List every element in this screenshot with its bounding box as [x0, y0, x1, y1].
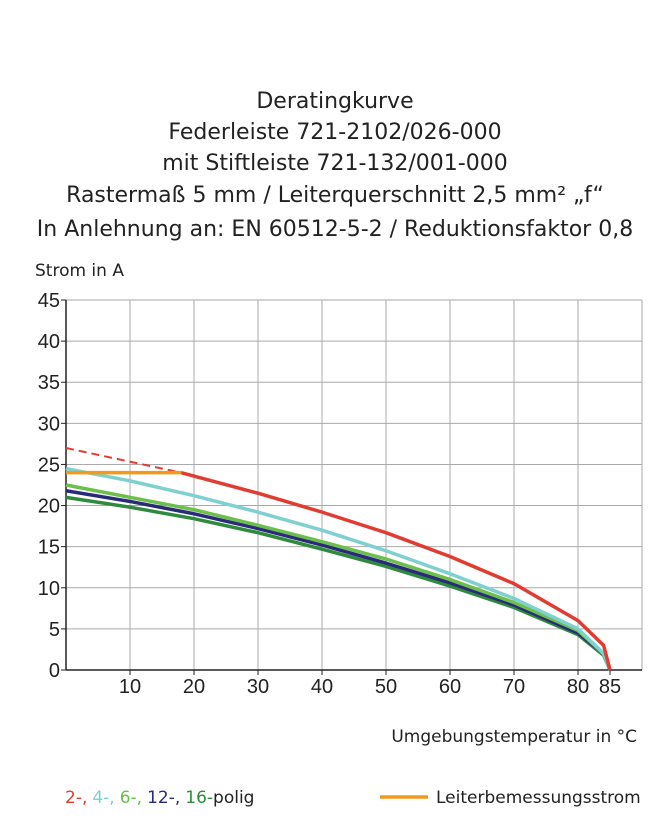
legend-entry: 16- [185, 788, 213, 808]
x-tick-label: 40 [311, 676, 333, 698]
series-line [180, 470, 612, 671]
legend-entry: 6-, [120, 788, 142, 808]
x-tick-label: 85 [599, 676, 621, 698]
y-tick-label: 5 [49, 619, 60, 641]
y-tick-label: 25 [38, 454, 60, 476]
series-line [65, 483, 612, 671]
legend: 2-, 4-, 6-, 12-, 16-polig [65, 788, 254, 808]
title-line: In Anlehnung an: EN 60512-5-2 / Reduktio… [37, 217, 633, 242]
x-tick-label: 30 [247, 676, 269, 698]
legend-entry: 12-, [147, 788, 180, 808]
y-tick-label: 40 [38, 331, 60, 353]
y-axis-label: Strom in A [35, 261, 124, 281]
title-line: mit Stiftleiste 721-132/001-000 [162, 151, 507, 176]
x-tick-label: 70 [503, 676, 525, 698]
title-line: Rastermaß 5 mm / Leiterquerschnitt 2,5 m… [66, 183, 604, 208]
legend-entry: 4-, [92, 788, 114, 808]
series-line [65, 466, 612, 671]
title-line: Federleiste 721-2102/026-000 [168, 120, 501, 145]
y-tick-label: 0 [49, 660, 60, 682]
title-line: Deratingkurve [256, 89, 413, 114]
y-tick-label: 35 [38, 372, 60, 394]
series-line [65, 495, 612, 671]
y-tick-label: 10 [38, 578, 60, 600]
y-tick-label: 20 [38, 496, 60, 518]
x-tick-label: 50 [375, 676, 397, 698]
legend-entry: 2-, [65, 788, 87, 808]
legend-entry: Leiterbemessungsstrom [436, 788, 641, 808]
y-tick-label: 45 [38, 290, 60, 312]
extrapolation-line [65, 447, 182, 474]
legend-suffix: polig [213, 788, 254, 808]
x-axis-label: Umgebungstemperatur in °C [391, 727, 637, 747]
y-tick-label: 30 [38, 413, 60, 435]
y-tick-label: 15 [38, 537, 60, 559]
x-tick-label: 60 [439, 676, 461, 698]
x-tick-label: 10 [119, 676, 141, 698]
x-tick-label: 20 [183, 676, 205, 698]
x-tick-label: 80 [567, 676, 589, 698]
